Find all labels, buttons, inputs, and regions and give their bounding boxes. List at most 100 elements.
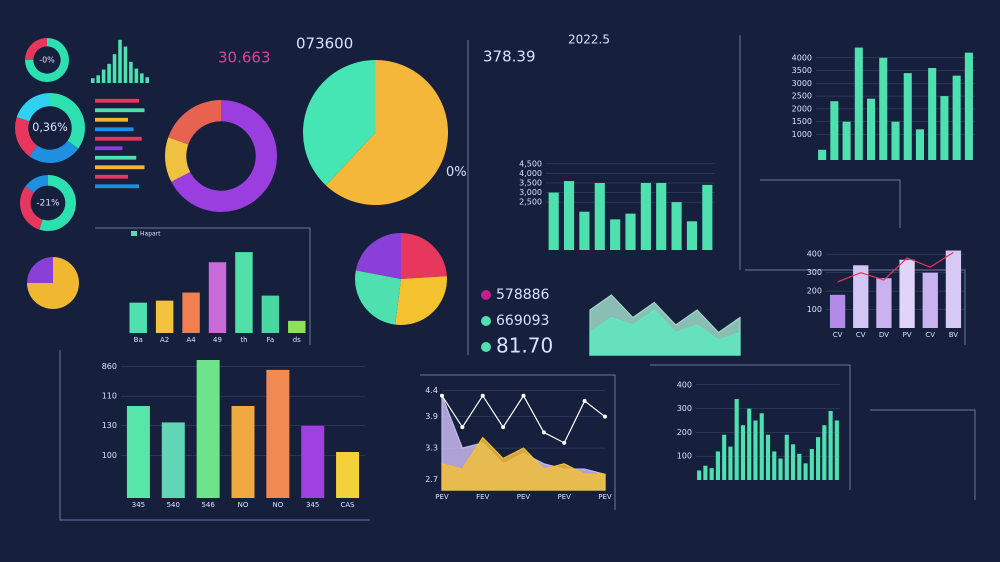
bar — [126, 406, 150, 498]
bar — [903, 73, 912, 160]
bar — [95, 146, 123, 151]
bar — [336, 452, 360, 498]
x-tick-label: 345 — [132, 501, 145, 509]
bar — [702, 184, 713, 250]
bar — [640, 182, 651, 250]
y-tick-label: 860 — [102, 362, 117, 371]
pie-slice — [29, 140, 79, 163]
status-dot — [481, 316, 491, 326]
bar — [829, 294, 846, 328]
bar — [747, 408, 752, 480]
bar — [625, 213, 636, 250]
bar — [784, 434, 789, 480]
bar — [964, 52, 973, 160]
y-tick-label: 3500 — [792, 66, 812, 75]
x-tick-label: 540 — [167, 501, 180, 509]
x-tick-label: NO — [238, 501, 249, 509]
legend-label: Hapart — [140, 231, 161, 238]
area — [589, 309, 741, 356]
bar — [266, 369, 290, 498]
bar — [101, 69, 106, 83]
bar — [697, 470, 702, 480]
center-label: -0% — [39, 56, 55, 65]
y-tick-label: 130 — [102, 421, 117, 430]
y-tick-label: 3000 — [792, 79, 812, 88]
bar — [671, 202, 682, 250]
bar — [686, 221, 698, 250]
x-tick-label: A4 — [186, 336, 196, 344]
x-tick-label: CV — [833, 331, 843, 339]
bar — [740, 425, 746, 480]
legend-swatch — [131, 231, 137, 236]
bar — [118, 39, 122, 83]
bar — [715, 451, 720, 480]
x-tick-label: CV — [925, 331, 935, 339]
point — [562, 440, 567, 445]
x-tick-label: DV — [879, 331, 889, 339]
bar — [879, 57, 888, 160]
bar — [728, 446, 733, 480]
y-tick-label: 3,500 — [519, 178, 542, 187]
y-tick-label: 200 — [677, 428, 692, 437]
bar — [261, 295, 280, 333]
bar — [778, 458, 783, 480]
pie-slice — [25, 38, 69, 82]
x-tick-label: 345 — [306, 501, 319, 509]
y-tick-label: 4,000 — [519, 169, 542, 178]
bar — [828, 410, 833, 480]
y-tick-label: 1000 — [792, 130, 812, 139]
pie-slice — [25, 38, 47, 60]
x-tick-label: NO — [272, 501, 283, 509]
bar — [765, 434, 771, 480]
panel-lines — [59, 35, 976, 521]
y-tick-label: 2500 — [792, 92, 812, 101]
bar — [95, 184, 139, 189]
x-tick-label: CV — [856, 331, 866, 339]
center-label: -21% — [36, 199, 60, 209]
point — [603, 414, 607, 419]
pie-slice — [39, 175, 77, 231]
bar — [112, 54, 117, 83]
bar — [134, 68, 139, 83]
y-tick-label: 100 — [102, 451, 117, 460]
bar — [876, 278, 892, 328]
bar — [922, 272, 938, 328]
pie-slice — [355, 270, 401, 325]
line — [837, 251, 954, 283]
bar — [301, 425, 325, 498]
annotation: 0% — [446, 165, 467, 180]
bar — [816, 437, 821, 480]
y-tick-label: 2.7 — [425, 475, 438, 484]
bar — [797, 453, 802, 480]
x-tick-label: th — [240, 336, 247, 344]
bar — [928, 68, 937, 160]
bar — [834, 420, 839, 480]
bar — [853, 265, 869, 328]
pie-slice — [16, 93, 51, 122]
y-tick-label: 3.9 — [425, 412, 438, 421]
bar — [945, 250, 962, 328]
bar — [95, 174, 128, 179]
area — [441, 436, 606, 491]
bar — [235, 252, 253, 333]
bar — [822, 425, 827, 480]
bar — [759, 413, 764, 480]
bar — [95, 108, 145, 113]
y-tick-label: 100 — [807, 305, 822, 314]
pie-slice — [15, 117, 38, 157]
bar — [95, 127, 134, 132]
charts: -0% 0,36% -21% 0% Hapart Ba A2 A4 49 th Fa ds 860 110… — [15, 33, 975, 509]
bar — [288, 320, 306, 333]
pie-slice — [165, 137, 191, 182]
bar — [809, 449, 814, 480]
bar — [610, 219, 621, 250]
bar — [140, 73, 144, 83]
x-tick-label: ds — [293, 336, 301, 344]
status-dot — [481, 290, 491, 300]
pie-slice — [168, 100, 221, 145]
bar — [803, 463, 808, 480]
bar — [579, 211, 590, 250]
readout-value: 81.70 — [496, 334, 553, 358]
bar — [656, 182, 667, 250]
